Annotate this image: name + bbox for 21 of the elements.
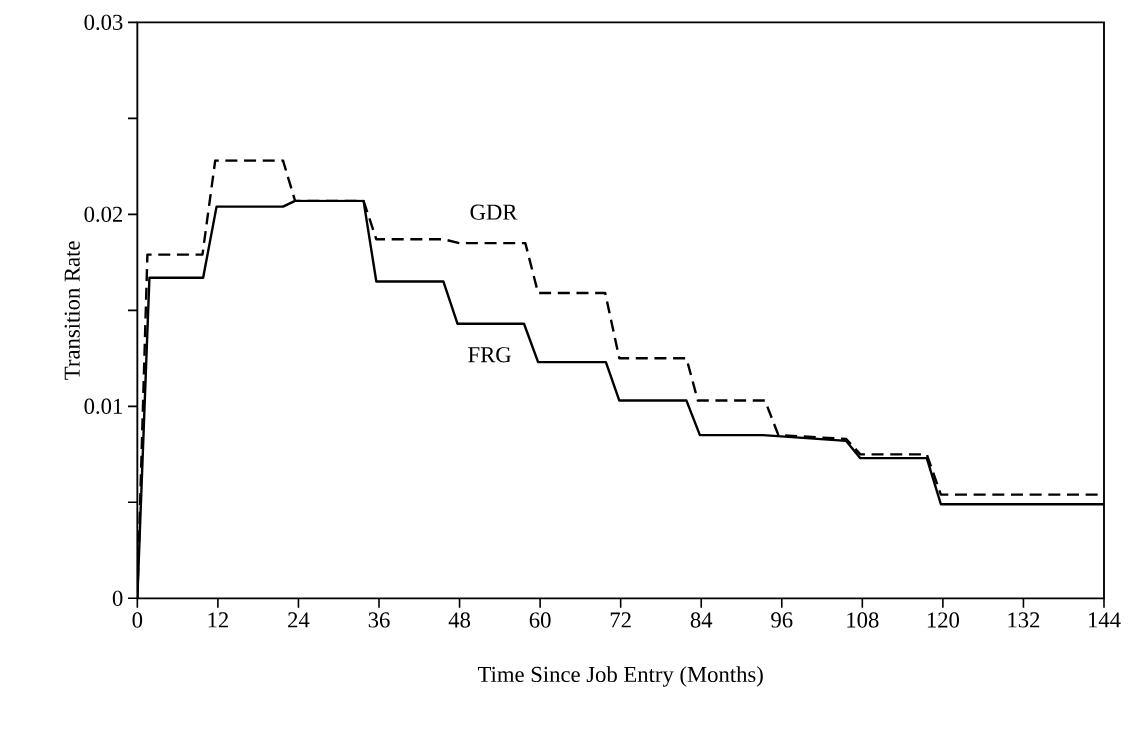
- x-tick-label: 132: [1008, 612, 1040, 628]
- x-tick-label: 72: [610, 612, 631, 628]
- y-axis-title: Transition Rate: [64, 241, 80, 380]
- y-tick-label: 0.03: [84, 14, 123, 31]
- y-tick-label: 0.02: [84, 206, 123, 223]
- x-tick-label: 0: [132, 612, 143, 628]
- series-label: FRG: [468, 347, 511, 363]
- x-tick-label: 24: [288, 612, 310, 628]
- x-tick-label: 48: [448, 612, 471, 628]
- x-tick-label: 60: [529, 612, 551, 628]
- x-tick-label: 84: [690, 612, 713, 628]
- y-tick-label: 0.01: [84, 398, 122, 415]
- x-tick-label: 120: [927, 612, 960, 628]
- x-tick-label: 108: [847, 612, 879, 628]
- series-label: GDR: [470, 204, 518, 220]
- x-tick-label: 144: [1088, 612, 1121, 628]
- x-tick-label: 96: [771, 612, 793, 628]
- y-tick-label: 0: [112, 590, 123, 606]
- x-axis-title: Time Since Job Entry (Months): [477, 666, 763, 687]
- x-tick-label: 12: [208, 612, 228, 628]
- x-tick-label: 36: [368, 612, 390, 628]
